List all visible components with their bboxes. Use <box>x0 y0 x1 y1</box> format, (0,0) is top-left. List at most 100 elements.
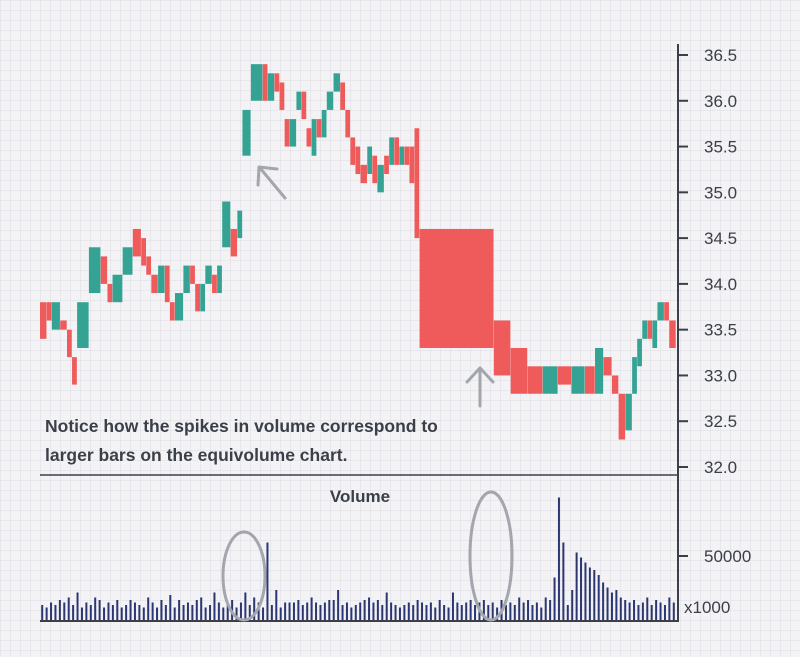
volume-bar <box>239 602 242 620</box>
volume-bar <box>116 600 119 620</box>
volume-bar <box>655 600 658 620</box>
volume-bar <box>94 597 97 620</box>
equivolume-bar <box>345 109 351 138</box>
volume-bar <box>103 607 106 620</box>
volume-bar <box>398 607 401 620</box>
volume-bar <box>107 602 110 620</box>
volume-bar <box>429 602 432 620</box>
volume-bar <box>566 605 569 620</box>
volume-bar <box>257 602 260 620</box>
equivolume-bar <box>618 393 626 440</box>
volume-bar <box>169 595 172 620</box>
price-axis-ticks: 32.0 32.5 33.0 33.5 34.0 34.5 35.0 35.5 36.0 36.5 <box>678 46 737 477</box>
volume-bar <box>474 605 477 620</box>
volume-bar <box>129 600 132 620</box>
volume-bar <box>443 605 446 620</box>
equivolume-bar <box>274 73 280 92</box>
volume-bar <box>447 607 450 620</box>
equivolume-bar <box>372 155 378 184</box>
volume-bar <box>624 600 627 620</box>
volume-bar <box>615 590 618 620</box>
volume-bar <box>646 597 649 620</box>
volume-bar <box>372 602 375 620</box>
equivolume-bar <box>141 238 146 266</box>
arrow-up-icon <box>465 366 495 408</box>
volume-bar <box>553 577 556 620</box>
volume-bar <box>89 605 92 620</box>
equivolume-bar <box>60 320 67 330</box>
volume-bar <box>76 592 79 620</box>
equivolume-bar <box>230 228 238 257</box>
volume-bar <box>460 605 463 620</box>
volume-unit-label: x1000 <box>684 598 730 617</box>
price-tick-label: 32.5 <box>704 412 737 431</box>
volume-bar <box>98 600 101 620</box>
equivolume-bar <box>510 347 528 394</box>
arrow-up-left-icon <box>256 165 287 200</box>
volume-bar <box>253 597 256 620</box>
equivolume-bar <box>414 128 420 239</box>
equivolume-bar <box>222 201 231 248</box>
equivolume-bar <box>340 82 346 110</box>
volume-bar <box>363 600 366 620</box>
volume-bar <box>54 605 57 620</box>
volume-bar <box>527 600 530 620</box>
volume-bar <box>434 607 437 620</box>
volume-bar <box>111 605 114 620</box>
equivolume-bar <box>557 366 572 385</box>
equivolume-bar <box>66 329 72 358</box>
equivolume-bar <box>195 283 200 312</box>
equivolume-bar <box>657 302 664 321</box>
volume-bar <box>262 607 265 620</box>
volume-bar <box>610 592 613 620</box>
equivolume-bar <box>100 256 108 284</box>
annotation-line-1: Notice how the spikes in volume correspo… <box>45 416 438 436</box>
equivolume-bar <box>493 320 511 376</box>
equivolume-bar <box>237 210 243 239</box>
volume-bar <box>407 602 410 620</box>
volume-bar <box>279 607 282 620</box>
volume-bar <box>315 602 318 620</box>
equivolume-bar <box>174 293 184 321</box>
equivolume-bar <box>107 283 113 303</box>
volume-bar <box>509 602 512 620</box>
volume-bar <box>125 605 128 620</box>
equivolume-bar <box>267 73 275 101</box>
volume-bar <box>266 542 269 620</box>
volume-bar <box>213 592 216 620</box>
volume-bar <box>50 602 53 620</box>
equivolume-bar <box>611 375 619 394</box>
volume-bars-group <box>41 497 675 620</box>
volume-bar <box>465 602 468 620</box>
volume-bar <box>301 605 304 620</box>
equivolume-bar <box>212 274 217 294</box>
equivolume-bar <box>632 357 637 394</box>
volume-bar <box>133 602 136 620</box>
volume-bar <box>602 582 605 620</box>
volume-bar <box>332 600 335 620</box>
equivolume-bar <box>642 320 648 339</box>
volume-bar <box>633 600 636 620</box>
equivolume-bar <box>350 137 356 165</box>
volume-bar <box>562 542 565 620</box>
volume-bar <box>672 602 675 620</box>
volume-bar <box>513 605 516 620</box>
equivolume-bar <box>279 82 285 110</box>
volume-bar <box>222 607 225 620</box>
equivolume-bar <box>595 347 604 394</box>
equivolume-bar <box>112 274 123 303</box>
equivolume-bar <box>389 137 394 165</box>
volume-tick-label: 50000 <box>704 547 751 566</box>
equivolume-bar <box>367 146 373 175</box>
equivolume-bar <box>151 274 158 294</box>
equivolume-bar <box>306 128 312 147</box>
volume-bar <box>368 597 371 620</box>
volume-bar <box>425 605 428 620</box>
equivolume-bar <box>51 302 60 330</box>
volume-bar <box>394 605 397 620</box>
volume-bar <box>619 597 622 620</box>
equivolume-bar <box>625 393 632 431</box>
equivolume-bar <box>669 320 676 348</box>
